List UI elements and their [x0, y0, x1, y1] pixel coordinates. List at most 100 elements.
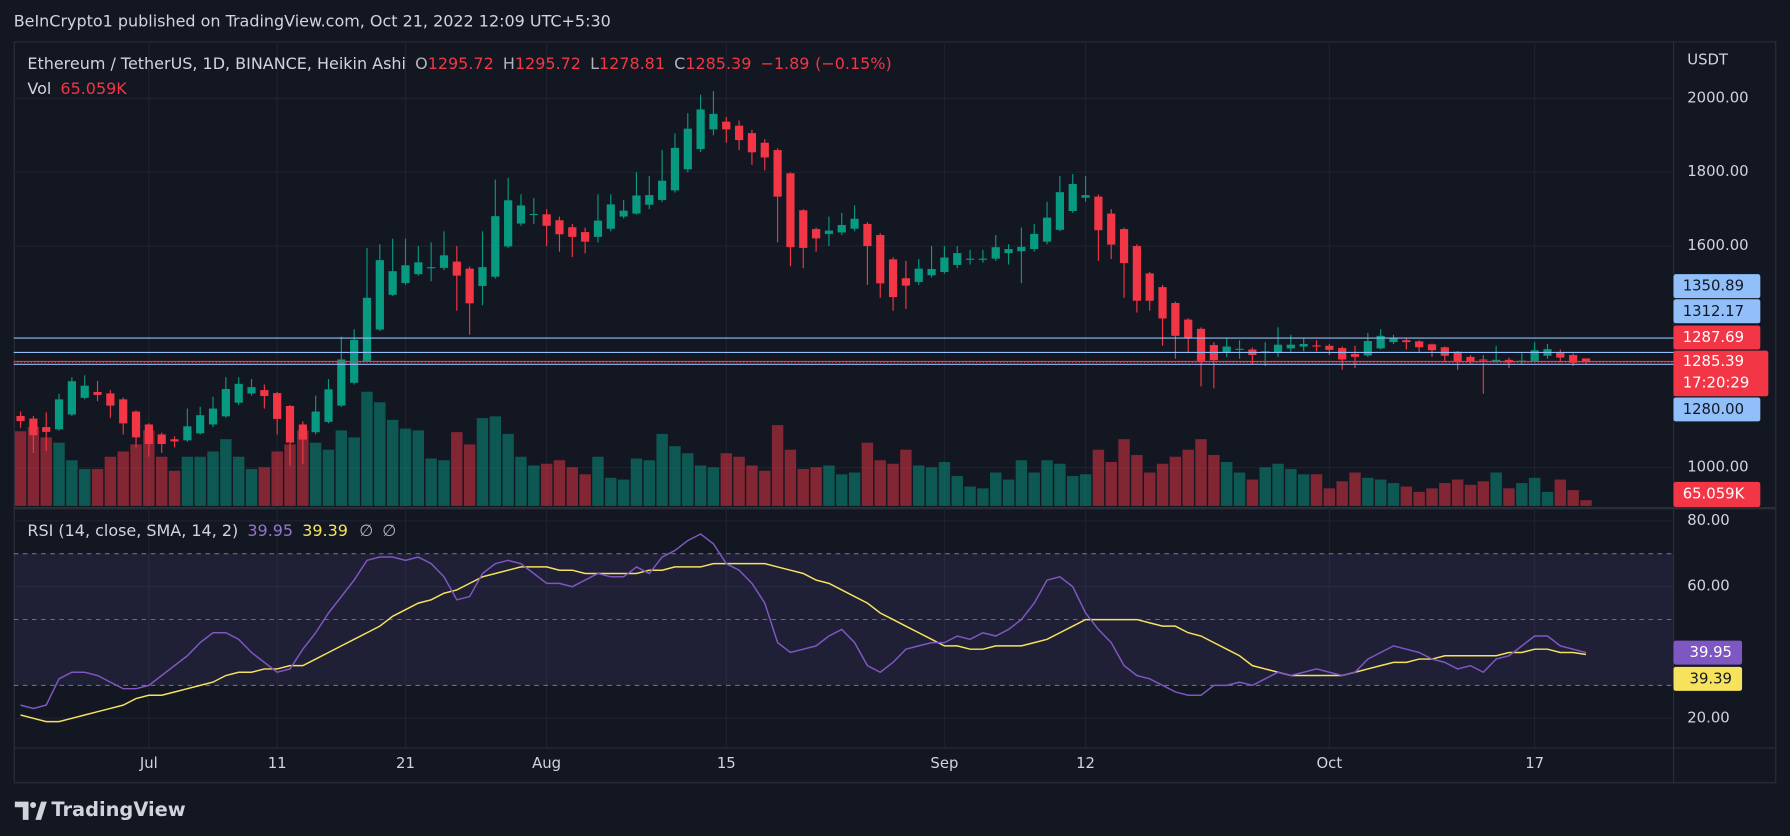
- candle-body: [632, 195, 641, 214]
- volume-bar: [515, 456, 527, 506]
- volume-bar: [14, 431, 27, 506]
- candle-body: [568, 227, 577, 237]
- level-badge: [1673, 325, 1761, 350]
- volume-bar: [540, 463, 553, 506]
- candle-body: [1530, 350, 1539, 361]
- candle-body: [247, 387, 256, 394]
- volume-bar: [40, 437, 52, 506]
- rsi-sma-value: 39.39: [302, 521, 348, 540]
- volume-bar: [438, 460, 450, 506]
- volume-bar: [1477, 481, 1490, 506]
- volume-bar: [656, 433, 668, 506]
- volume-bar: [1131, 454, 1143, 506]
- volume-bar: [1092, 449, 1105, 506]
- candle-body: [1402, 340, 1411, 343]
- volume-bar: [913, 465, 925, 506]
- volume-bar: [810, 467, 822, 506]
- volume-bar: [797, 469, 809, 506]
- volume-bar: [836, 474, 848, 506]
- volume-bar: [489, 416, 502, 506]
- volume-bar: [181, 456, 194, 506]
- candle-body: [1415, 341, 1424, 348]
- countdown: 17:20:29: [1683, 375, 1750, 392]
- volume-bar: [720, 453, 732, 506]
- candle-body: [606, 204, 615, 229]
- last-price-label: 1285.39: [1683, 353, 1744, 370]
- volume-bar: [335, 430, 348, 506]
- volume-bar: [1246, 479, 1259, 506]
- volume-bar: [207, 451, 219, 506]
- candle-body: [1068, 184, 1077, 212]
- y-tick-label: 1800.00: [1687, 163, 1748, 180]
- volume-bar: [1028, 472, 1040, 506]
- volume-bar: [643, 460, 655, 506]
- candle-body: [901, 278, 911, 286]
- candle-body: [734, 125, 744, 141]
- legend-value: 1285.39: [685, 54, 751, 73]
- candle-body: [1030, 233, 1039, 250]
- volume-bar: [451, 432, 463, 506]
- rsi-value: 39.95: [247, 521, 293, 540]
- volume-bar: [53, 442, 65, 506]
- volume-bar: [1413, 491, 1425, 506]
- candle-body: [273, 393, 282, 419]
- brand-logo: [14, 801, 47, 820]
- logo-dot: [30, 802, 37, 808]
- volume-bar: [887, 463, 899, 506]
- candle-body: [93, 391, 102, 395]
- volume-bar: [1015, 460, 1028, 506]
- volume-legend: Vol 65.059K: [27, 79, 127, 98]
- candle-body: [516, 205, 526, 224]
- rsi-name: RSI (14, close, SMA, 14, 2): [27, 521, 238, 540]
- volume-bar: [694, 465, 707, 506]
- candle-body: [119, 399, 128, 424]
- volume-bar: [1580, 500, 1592, 506]
- volume-bar: [566, 467, 579, 506]
- candle-body: [876, 235, 885, 284]
- candle-body: [29, 418, 38, 436]
- candle-body: [978, 258, 988, 260]
- volume-bar: [194, 456, 206, 506]
- candle-body: [131, 411, 141, 438]
- candle-body: [42, 427, 51, 432]
- x-tick-label: Oct: [1317, 755, 1343, 772]
- volume-bar: [861, 442, 874, 506]
- rsi-tick-label: 80.00: [1687, 512, 1729, 529]
- candle-body: [1350, 353, 1360, 357]
- volume-bar: [1041, 460, 1053, 506]
- y-tick-label: 1600.00: [1687, 237, 1748, 254]
- volume-bar: [746, 465, 758, 506]
- legend-value: 1295.72: [428, 54, 494, 73]
- candle-body: [439, 255, 449, 268]
- volume-bar: [1118, 439, 1130, 506]
- volume-bar: [258, 467, 271, 506]
- rsi-sma-badge-label: 39.39: [1690, 670, 1732, 687]
- volume-bar: [220, 439, 232, 506]
- volume-bar: [977, 488, 989, 506]
- level-label: 1280.00: [1683, 401, 1744, 418]
- level-label: 1312.17: [1683, 303, 1744, 320]
- volume-bar: [168, 470, 181, 506]
- candle-body: [1453, 351, 1462, 363]
- volume-bar: [1567, 490, 1579, 506]
- volume-bar: [1464, 484, 1477, 506]
- volume-bar: [1374, 479, 1387, 506]
- volume-bar: [374, 402, 386, 506]
- last-price-badge: [1673, 350, 1769, 397]
- volume-bar: [1323, 488, 1336, 506]
- candle-body: [1376, 335, 1385, 349]
- candle-body: [504, 200, 513, 247]
- volume-bar: [1528, 477, 1541, 506]
- currency: USDT: [1687, 52, 1729, 69]
- rsi-tick-label: 20.00: [1687, 709, 1729, 726]
- logo-shape: [14, 801, 29, 820]
- candle-body: [1325, 345, 1334, 350]
- candle-body: [452, 261, 461, 276]
- rsi-sma-line: [20, 562, 1587, 723]
- candle-body: [324, 389, 333, 422]
- candle-body: [824, 230, 834, 234]
- candle-body: [16, 415, 25, 422]
- volume-bar: [605, 477, 617, 506]
- volume-value: 65.059K: [60, 79, 127, 98]
- candle-body: [491, 216, 500, 277]
